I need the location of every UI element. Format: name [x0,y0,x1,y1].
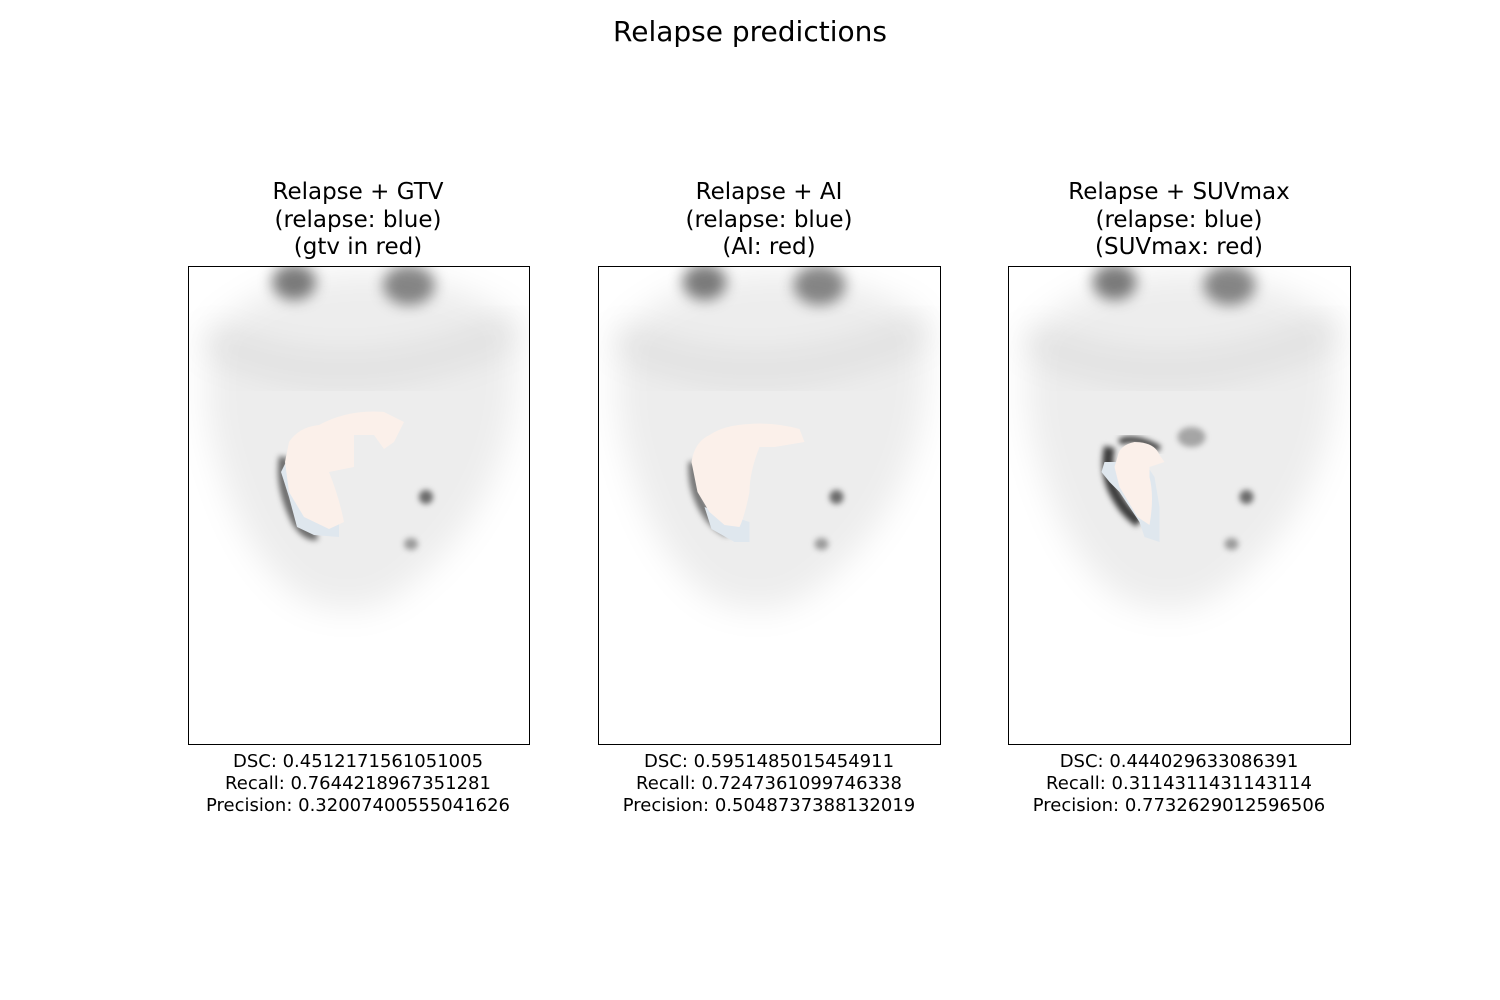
panel-title: Relapse + SUVmax (relapse: blue) (SUVmax… [929,179,1429,262]
panel-title-line: (SUVmax: red) [1095,234,1263,260]
panel-title-line: Relapse + AI [695,179,843,205]
dsc-value: DSC: 0.4512171561051005 [232,751,484,772]
hotspot [1239,490,1254,504]
panel-title: Relapse + AI (relapse: blue) (AI: red) [519,179,1019,262]
panel-title-line: (relapse: blue) [1095,206,1263,233]
recall-value: Recall: 0.3114311431143114 [1046,773,1312,794]
hotspot [1177,427,1206,447]
neck-band [609,316,935,382]
pet-scan-overlay [198,267,525,610]
pet-scan-overlay [1019,267,1345,610]
head-outline [207,271,517,610]
panel-title-line: (gtv in red) [293,234,423,260]
panel-title-line: Relapse + GTV [272,179,444,205]
precision-value: Precision: 0.5048737388132019 [622,795,916,816]
panel-title-line: Relapse + SUVmax [1068,179,1290,205]
recall-value: Recall: 0.7644218967351281 [225,773,491,794]
suvmax-contour [1114,442,1165,525]
hotspot [814,538,829,550]
hotspot [793,267,846,305]
figure-title: Relapse predictions [613,15,887,48]
pet-scan-overlay [609,267,935,610]
ai-contour [691,423,805,527]
pet-image [598,266,941,745]
recall-value: Recall: 0.7247361099746338 [636,773,902,794]
dsc-value: DSC: 0.444029633086391 [1059,751,1299,772]
precision-value: Precision: 0.7732629012596506 [1032,795,1326,816]
panel-title-line: (relapse: blue) [274,206,442,233]
precision-value: Precision: 0.32007400555041626 [206,795,510,816]
hotspot [1092,267,1137,300]
neck-band [198,316,525,382]
pet-image [188,266,530,745]
pet-image [1008,266,1351,745]
hotspot [829,490,844,504]
gtv-contour [285,411,404,529]
hotspot [682,267,727,300]
metrics: DSC: 0.4512171561051005 Recall: 0.764421… [108,751,608,817]
dsc-value: DSC: 0.5951485015454911 [643,751,895,772]
panel-title-line: (relapse: blue) [685,206,853,233]
hotspot [272,267,316,300]
panel-title: Relapse + GTV (relapse: blue) (gtv in re… [108,179,608,262]
hotspot [419,490,433,504]
neck-band [1019,316,1345,382]
metrics: DSC: 0.5951485015454911 Recall: 0.724736… [519,751,1019,817]
hotspot [1203,267,1256,305]
lesion-edge [1102,445,1143,527]
lesion-edge [1118,436,1161,452]
metrics: DSC: 0.444029633086391 Recall: 0.3114311… [929,751,1429,817]
panel-title-line: (AI: red) [722,234,816,260]
hotspot [404,538,418,550]
hotspot [1224,538,1239,550]
hotspot [383,267,435,305]
